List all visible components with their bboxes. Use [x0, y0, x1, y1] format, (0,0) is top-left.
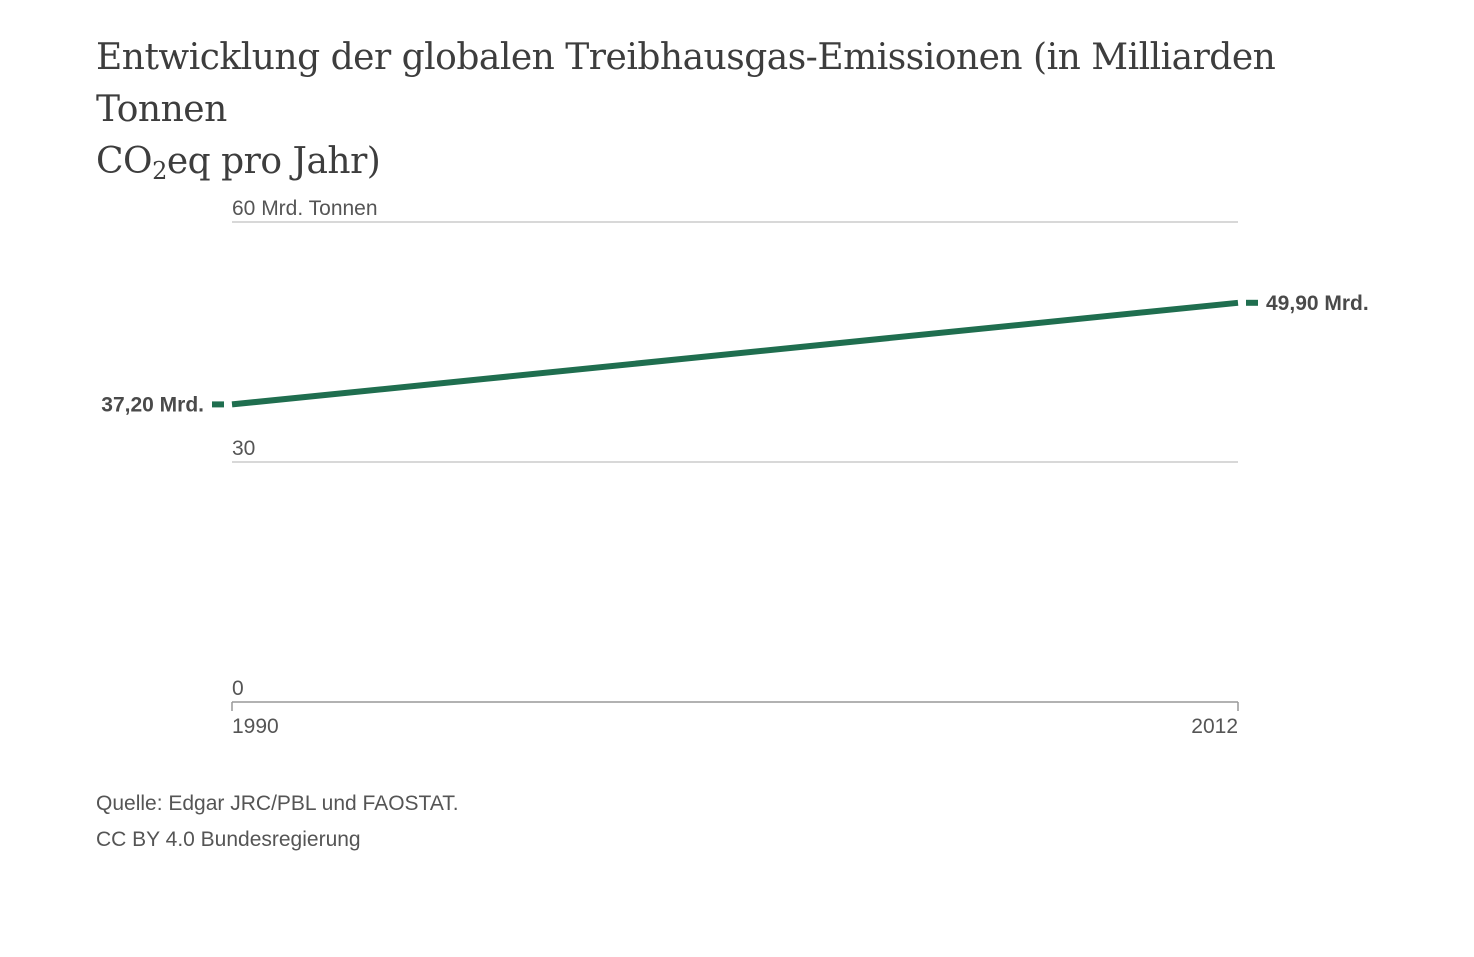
- end-value-label: 49,90 Mrd.: [1266, 292, 1369, 315]
- x-tick-label-1990: 1990: [232, 715, 279, 738]
- chart-title-subscript: 2: [152, 157, 167, 185]
- source-note: Quelle: Edgar JRC/PBL und FAOSTAT. CC BY…: [96, 786, 459, 858]
- chart-title-line2: eq pro Jahr): [166, 141, 381, 182]
- chart-title-line1: Entwicklung der globalen Treibhausgas-Em…: [96, 37, 1276, 130]
- start-value-label: 37,20 Mrd.: [101, 393, 204, 416]
- source-line: Quelle: Edgar JRC/PBL und FAOSTAT.: [96, 792, 459, 815]
- series-line: [231, 299, 1239, 408]
- y-tick-label-30: 30: [232, 437, 255, 460]
- license-line: CC BY 4.0 Bundesregierung: [96, 828, 361, 851]
- chart-title-co: CO: [96, 141, 153, 182]
- chart-title: Entwicklung der globalen Treibhausgas-Em…: [96, 32, 1416, 188]
- y-tick-label-60: 60 Mrd. Tonnen: [232, 197, 378, 220]
- y-tick-label-0: 0: [232, 677, 244, 700]
- x-tick-label-2012: 2012: [1191, 715, 1238, 738]
